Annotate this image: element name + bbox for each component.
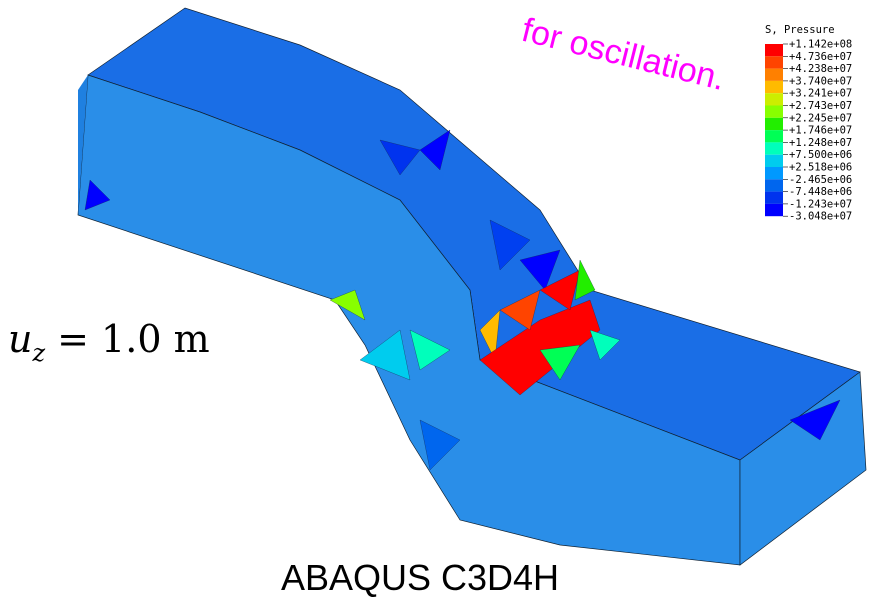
legend-swatch [765,81,783,93]
legend-swatch [765,93,783,105]
legend-swatch [765,69,783,81]
legend-label: +1.248e+07 [789,137,852,149]
legend-label: +4.238e+07 [789,63,852,75]
legend-swatch [765,179,783,191]
figure: for oscillation. uz= 1.0 m ABAQUS C3D4H … [0,0,875,601]
legend-swatch [765,118,783,130]
legend-label: +2.245e+07 [789,112,852,124]
legend-swatch [765,192,783,204]
page: {"annotation": "for oscillation.", "disp… [0,0,875,601]
legend-label: +7.500e+06 [789,149,852,161]
legend-label: +2.743e+07 [789,100,852,112]
legend-label: +1.142e+08 [789,39,852,51]
symbol: u [8,317,32,361]
annotation: for oscillation. [518,11,729,98]
legend-label: +2.518e+06 [789,162,852,174]
legend-swatch [765,204,783,216]
legend-swatch [765,56,783,68]
legend-swatch [765,106,783,118]
displacement-label: uz = 1.0 m [8,317,210,367]
legend-label: +4.736e+07 [789,51,852,63]
beam [78,8,866,565]
legend-swatch [765,130,783,142]
legend-label: +3.740e+07 [789,75,852,87]
legend-swatch [765,44,783,56]
legend-label: -7.448e+06 [789,186,852,198]
subscript: z [31,339,45,367]
legend-label: +1.746e+07 [789,125,852,137]
caption: ABAQUS C3D4H [281,557,559,598]
legend-swatch [765,155,783,167]
legend-label: -1.243e+07 [789,198,852,210]
legend-swatch [765,142,783,154]
legend-swatch [765,167,783,179]
value: = 1.0 m [57,317,209,361]
legend-label: -2.465e+06 [789,174,852,186]
legend-title: S, Pressure [765,24,835,36]
legend-label: -3.048e+07 [789,211,852,223]
legend-label: +3.241e+07 [789,88,852,100]
legend: S, Pressure +1.142e+08+4.736e+07+4.238e+… [765,24,852,223]
